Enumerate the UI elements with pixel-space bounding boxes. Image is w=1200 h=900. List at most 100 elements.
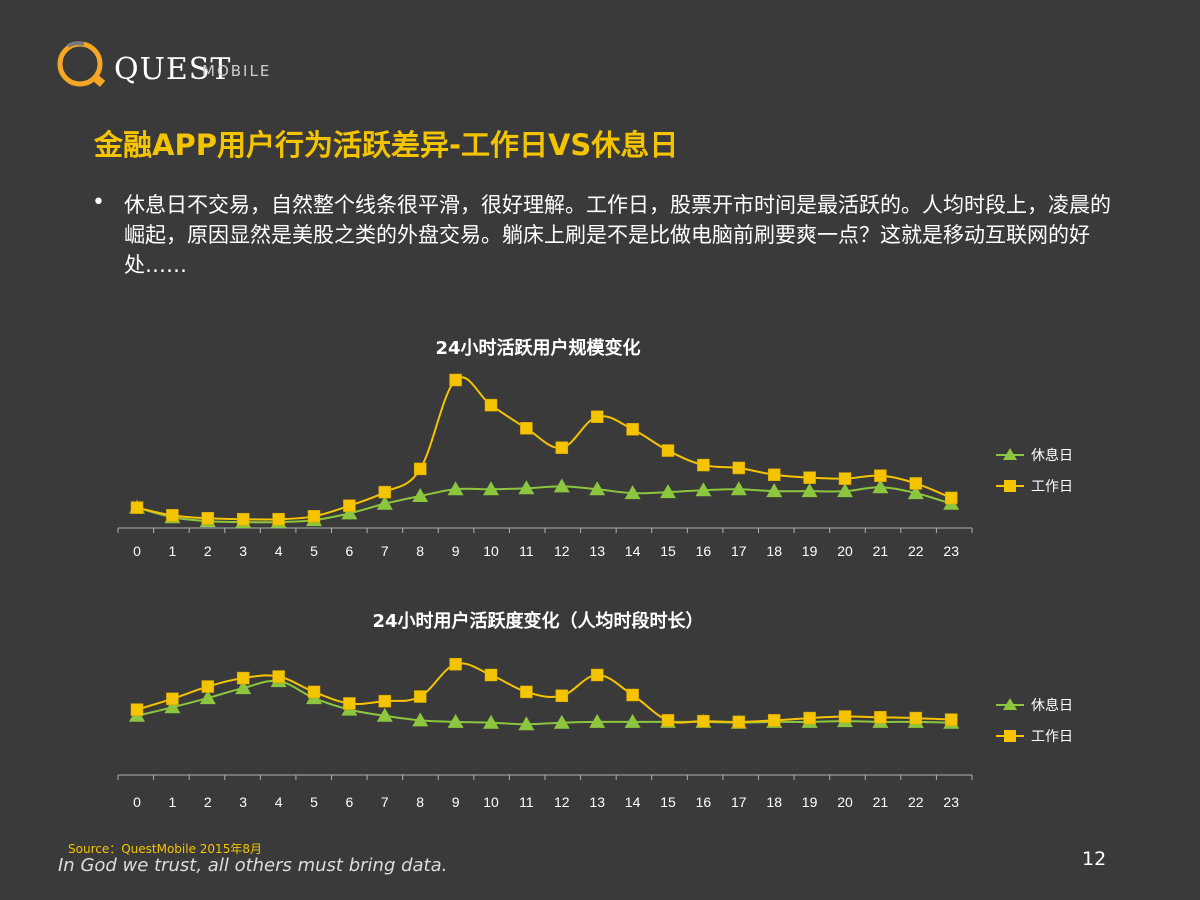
x-tick-label: 12 — [554, 794, 570, 810]
x-tick-label: 18 — [766, 543, 782, 559]
data-point-rest-day — [695, 482, 712, 497]
x-tick-label: 0 — [133, 794, 141, 810]
data-point-work-day — [130, 501, 144, 514]
x-tick-label: 4 — [275, 794, 283, 810]
x-tick-label: 1 — [169, 543, 177, 559]
x-tick-label: 6 — [346, 543, 354, 559]
series-line-rest-day — [136, 485, 952, 524]
x-tick-label: 5 — [310, 543, 318, 559]
data-point-work-day — [874, 711, 887, 724]
x-tick-label: 11 — [519, 794, 534, 810]
x-tick-label: 22 — [908, 794, 924, 810]
series-line-work-day — [136, 376, 952, 521]
data-point-rest-day — [483, 481, 499, 496]
data-point-work-day — [590, 668, 604, 682]
x-tick-label: 17 — [731, 543, 747, 559]
x-tick-label: 3 — [239, 794, 247, 810]
bullet-paragraph: • 休息日不交易，自然整个线条很平滑，很好理解。工作日，股票开市时间是最活跃的。… — [92, 190, 1112, 280]
source-note: Source：QuestMobile 2015年8月 — [68, 842, 262, 856]
data-point-rest-day — [730, 481, 747, 496]
x-tick-label: 15 — [660, 794, 676, 810]
data-point-rest-day — [553, 478, 570, 493]
x-tick-label: 6 — [346, 794, 354, 810]
legend-label: 工作日 — [1031, 729, 1073, 745]
page-title: 金融APP用户行为活跃差异-工作日VS休息日 — [94, 128, 679, 162]
data-point-work-day — [909, 477, 923, 490]
x-tick-label: 13 — [589, 794, 605, 810]
chart-user-activity-duration: 24小时用户活跃度变化（人均时段时长）0 1 2 3 4 5 6 7 8 9 10 11 12 13 14 1… — [117, 610, 1073, 810]
x-tick-label: 1 — [169, 794, 177, 810]
x-tick-label: 13 — [589, 543, 605, 559]
x-tick-label: 10 — [483, 794, 499, 810]
x-tick-label: 5 — [310, 794, 318, 810]
footer-motto: In God we trust, all others must bring d… — [58, 855, 448, 876]
data-point-work-day — [201, 511, 215, 525]
data-point-work-day — [520, 422, 533, 435]
x-tick-label: 21 — [873, 794, 889, 810]
legend-marker-rest-day — [1003, 448, 1017, 460]
x-tick-label: 19 — [802, 794, 818, 810]
data-point-work-day — [732, 461, 746, 475]
data-point-rest-day — [518, 716, 535, 731]
x-tick-label: 15 — [660, 543, 676, 559]
x-tick-label: 16 — [696, 794, 712, 810]
legend-marker-work-day — [1004, 480, 1016, 492]
x-tick-label: 11 — [519, 543, 534, 559]
x-tick-label: 14 — [625, 543, 641, 559]
data-point-work-day — [484, 398, 498, 412]
data-point-rest-day — [589, 481, 606, 496]
data-point-rest-day — [199, 690, 216, 705]
data-point-work-day — [166, 509, 179, 522]
data-point-work-day — [166, 692, 179, 706]
data-point-rest-day — [624, 485, 641, 500]
chart-title: 24小时活跃用户规模变化 — [435, 337, 640, 359]
x-tick-label: 12 — [554, 543, 570, 559]
data-point-rest-day — [164, 699, 181, 714]
logo-text: QUEST — [114, 52, 232, 87]
x-tick-label: 23 — [943, 543, 959, 559]
data-point-rest-day — [235, 680, 252, 695]
x-tick-label: 8 — [416, 543, 424, 559]
x-tick-label: 22 — [908, 543, 924, 559]
data-point-work-day — [767, 714, 781, 727]
data-point-rest-day — [412, 488, 429, 502]
data-point-work-day — [378, 694, 392, 708]
bullet-dot-icon: • — [92, 190, 105, 215]
data-point-rest-day — [376, 495, 393, 510]
data-point-work-day — [555, 441, 569, 454]
data-point-work-day — [272, 670, 285, 683]
data-point-work-day — [413, 462, 427, 476]
x-tick-label: 16 — [696, 543, 712, 559]
data-point-work-day — [343, 499, 356, 512]
data-point-work-day — [520, 685, 533, 699]
x-tick-label: 8 — [416, 794, 424, 810]
data-point-work-day — [838, 472, 852, 485]
data-point-work-day — [732, 715, 746, 729]
legend-label: 工作日 — [1031, 479, 1073, 495]
data-point-rest-day — [376, 707, 393, 722]
logo-ring-icon — [57, 41, 106, 87]
legend-marker-work-day — [1004, 730, 1016, 742]
page-number: 12 — [1082, 848, 1107, 870]
data-point-work-day — [449, 657, 462, 671]
logo-subtext: MOBILE — [202, 62, 272, 80]
x-tick-label: 0 — [133, 543, 141, 559]
data-point-work-day — [697, 714, 710, 728]
x-tick-label: 20 — [837, 794, 853, 810]
data-point-work-day — [130, 703, 144, 716]
data-point-work-day — [803, 711, 816, 725]
x-tick-label: 20 — [837, 543, 853, 559]
data-point-rest-day — [624, 713, 641, 728]
x-tick-label: 2 — [204, 543, 212, 559]
x-tick-label: 14 — [625, 794, 641, 810]
data-point-work-day — [944, 713, 958, 726]
x-tick-label: 19 — [802, 543, 818, 559]
data-point-work-day — [661, 444, 675, 457]
series-line-work-day — [136, 662, 952, 724]
data-point-work-day — [697, 458, 710, 472]
data-point-work-day — [944, 491, 958, 505]
data-point-rest-day — [907, 485, 924, 500]
data-point-work-day — [307, 510, 321, 523]
legend-label: 休息日 — [1031, 447, 1073, 464]
bullet-text: 休息日不交易，自然整个线条很平滑，很好理解。工作日，股票开市时间是最活跃的。人均… — [124, 193, 1111, 277]
